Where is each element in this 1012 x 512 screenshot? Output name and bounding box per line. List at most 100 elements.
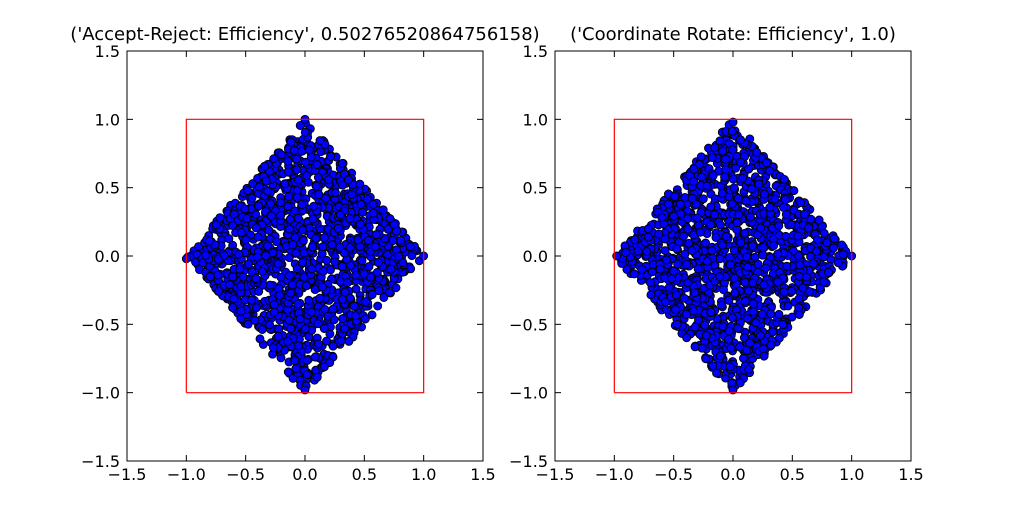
scatter-point (324, 175, 334, 185)
scatter-point (662, 255, 671, 265)
scatter-point (787, 312, 797, 322)
scatter-point (247, 295, 256, 305)
scatter-point (328, 304, 338, 314)
scatter-point (695, 227, 705, 237)
chart-title-accept-reject: ('Accept-Reject: Efficiency', 0.50276520… (70, 24, 539, 45)
scatter-point (314, 190, 324, 200)
scatter-point (379, 293, 389, 302)
scatter-point (300, 385, 310, 395)
scatter-point (654, 229, 664, 239)
scatter-point (264, 225, 274, 235)
scatter-point (356, 200, 366, 209)
scatter-point (721, 232, 731, 241)
scatter-point (670, 192, 680, 202)
scatter-point (302, 370, 312, 380)
scatter-point (798, 283, 808, 293)
scatter-point (291, 364, 301, 373)
scatter-point (234, 249, 244, 259)
scatter-point (335, 210, 345, 220)
scatter-point (679, 231, 689, 241)
scatter-point (385, 214, 395, 224)
scatter-point (708, 361, 718, 371)
scatter-point (744, 164, 754, 174)
scatter-point (770, 194, 780, 204)
scatter-point (679, 293, 689, 303)
scatter-point (319, 362, 329, 372)
scatter-point (328, 341, 338, 351)
scatter-point (292, 165, 302, 175)
scatter-point (254, 201, 264, 211)
y-axis-ticks-coordinate-rotate: −1.5 −1.0 −0.5 0.0 0.5 1.0 1.5 (509, 42, 911, 471)
scatter-point (344, 336, 354, 346)
scatter-point (355, 219, 365, 229)
scatter-point (322, 336, 332, 346)
scatter-point (734, 210, 744, 220)
scatter-point (396, 235, 406, 245)
scatter-point (671, 290, 681, 300)
scatter-point (370, 242, 380, 252)
x-tick-label: 1.5 (470, 465, 495, 484)
scatter-point (337, 159, 347, 168)
scatter-point (229, 294, 239, 304)
scatter-point (796, 198, 806, 208)
scatter-point (407, 251, 417, 261)
scatter-point (733, 323, 743, 333)
scatter-point (758, 344, 768, 354)
scatter-point (318, 266, 328, 276)
scatter-point (378, 205, 388, 215)
scatter-point (782, 261, 792, 271)
scatter-point (211, 220, 221, 230)
scatter-point (805, 287, 815, 297)
scatter-point (345, 214, 355, 223)
scatter-point (251, 303, 261, 313)
scatter-point (236, 228, 246, 238)
scatter-point (687, 193, 697, 203)
scatter-point (675, 199, 685, 209)
scatter-point (326, 151, 335, 161)
scatter-point (729, 183, 739, 193)
scatter-point (735, 378, 745, 388)
scatter-point (838, 249, 848, 259)
scatter-point (756, 223, 766, 233)
scatter-point (715, 136, 725, 146)
scatter-point (345, 243, 355, 252)
scatter-point (351, 270, 361, 280)
scatter-point (357, 256, 367, 266)
scatter-point (630, 235, 640, 245)
scatter-point (814, 215, 824, 225)
x-axis-ticks-accept-reject: −1.5 −1.0 −0.5 0.0 0.5 1.0 1.5 (108, 51, 496, 484)
scatter-point (743, 314, 752, 323)
scatter-point (373, 258, 383, 268)
scatter-point (293, 299, 303, 309)
scatter-point (261, 251, 271, 261)
red-box-outline-accept-reject (185, 118, 425, 394)
scatter-point (660, 297, 670, 307)
scatter-point (289, 146, 299, 156)
scatter-point (315, 293, 325, 303)
scatter-point (773, 249, 783, 259)
scatter-point (339, 248, 349, 258)
scatter-point (755, 331, 765, 340)
scatter-point (752, 147, 762, 157)
scatter-point (374, 286, 384, 296)
scatter-point (254, 182, 264, 192)
scatter-point (236, 281, 246, 291)
scatter-point (338, 314, 348, 323)
scatter-point (284, 315, 294, 325)
scatter-point (727, 313, 737, 323)
scatter-point (725, 252, 735, 262)
scatter-point (343, 278, 352, 288)
scatter-point (366, 272, 376, 282)
x-tick-label: −1.5 (536, 465, 575, 484)
scatter-point (672, 319, 682, 329)
scatter-point (361, 297, 371, 307)
scatter-point (283, 201, 293, 211)
scatter-point (272, 237, 282, 247)
scatter-point (707, 153, 717, 163)
y-tick-label: 0.5 (95, 179, 120, 198)
scatter-point (748, 299, 758, 309)
scatter-point (721, 165, 731, 175)
y-tick-label: 1.0 (523, 110, 548, 129)
scatter-point (667, 274, 676, 284)
scatter-points-coordinate-rotate (612, 117, 857, 395)
